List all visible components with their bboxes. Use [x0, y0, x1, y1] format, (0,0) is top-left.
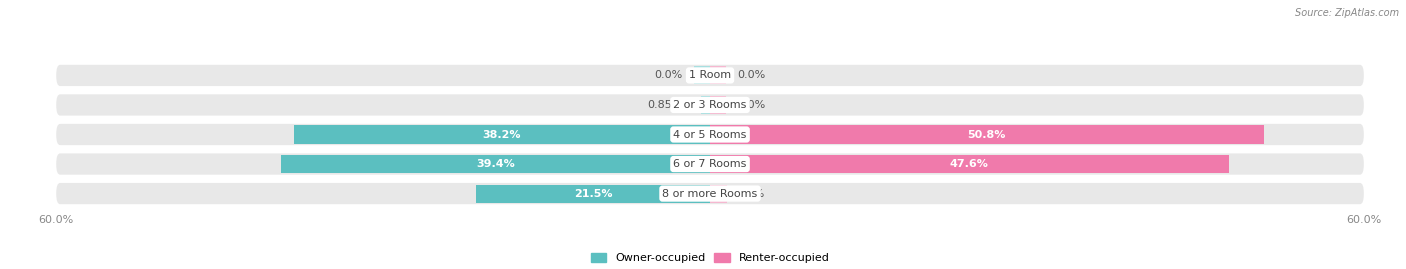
Text: 0.0%: 0.0%: [737, 70, 765, 80]
Text: 0.85%: 0.85%: [647, 100, 683, 110]
FancyBboxPatch shape: [56, 153, 1364, 175]
Text: 8 or more Rooms: 8 or more Rooms: [662, 189, 758, 199]
Text: 0.0%: 0.0%: [655, 70, 683, 80]
FancyBboxPatch shape: [56, 183, 1364, 204]
Text: 1 Room: 1 Room: [689, 70, 731, 80]
Bar: [710, 155, 1229, 173]
Text: 50.8%: 50.8%: [967, 129, 1005, 140]
Bar: [294, 125, 710, 144]
Text: 39.4%: 39.4%: [477, 159, 515, 169]
Bar: [475, 185, 710, 203]
Bar: [710, 185, 727, 203]
Text: 2 or 3 Rooms: 2 or 3 Rooms: [673, 100, 747, 110]
Text: Source: ZipAtlas.com: Source: ZipAtlas.com: [1295, 8, 1399, 18]
Text: 38.2%: 38.2%: [482, 129, 522, 140]
Text: 0.0%: 0.0%: [737, 100, 765, 110]
Bar: [700, 96, 710, 114]
Bar: [710, 125, 1264, 144]
Bar: [281, 155, 710, 173]
Legend: Owner-occupied, Renter-occupied: Owner-occupied, Renter-occupied: [586, 248, 834, 268]
Text: 4 or 5 Rooms: 4 or 5 Rooms: [673, 129, 747, 140]
Bar: [710, 96, 727, 114]
FancyBboxPatch shape: [56, 65, 1364, 86]
FancyBboxPatch shape: [56, 124, 1364, 145]
Text: 21.5%: 21.5%: [574, 189, 612, 199]
FancyBboxPatch shape: [56, 94, 1364, 116]
Text: 6 or 7 Rooms: 6 or 7 Rooms: [673, 159, 747, 169]
Bar: [693, 66, 710, 84]
Bar: [710, 66, 727, 84]
Text: 47.6%: 47.6%: [950, 159, 988, 169]
Text: 1.6%: 1.6%: [737, 189, 765, 199]
